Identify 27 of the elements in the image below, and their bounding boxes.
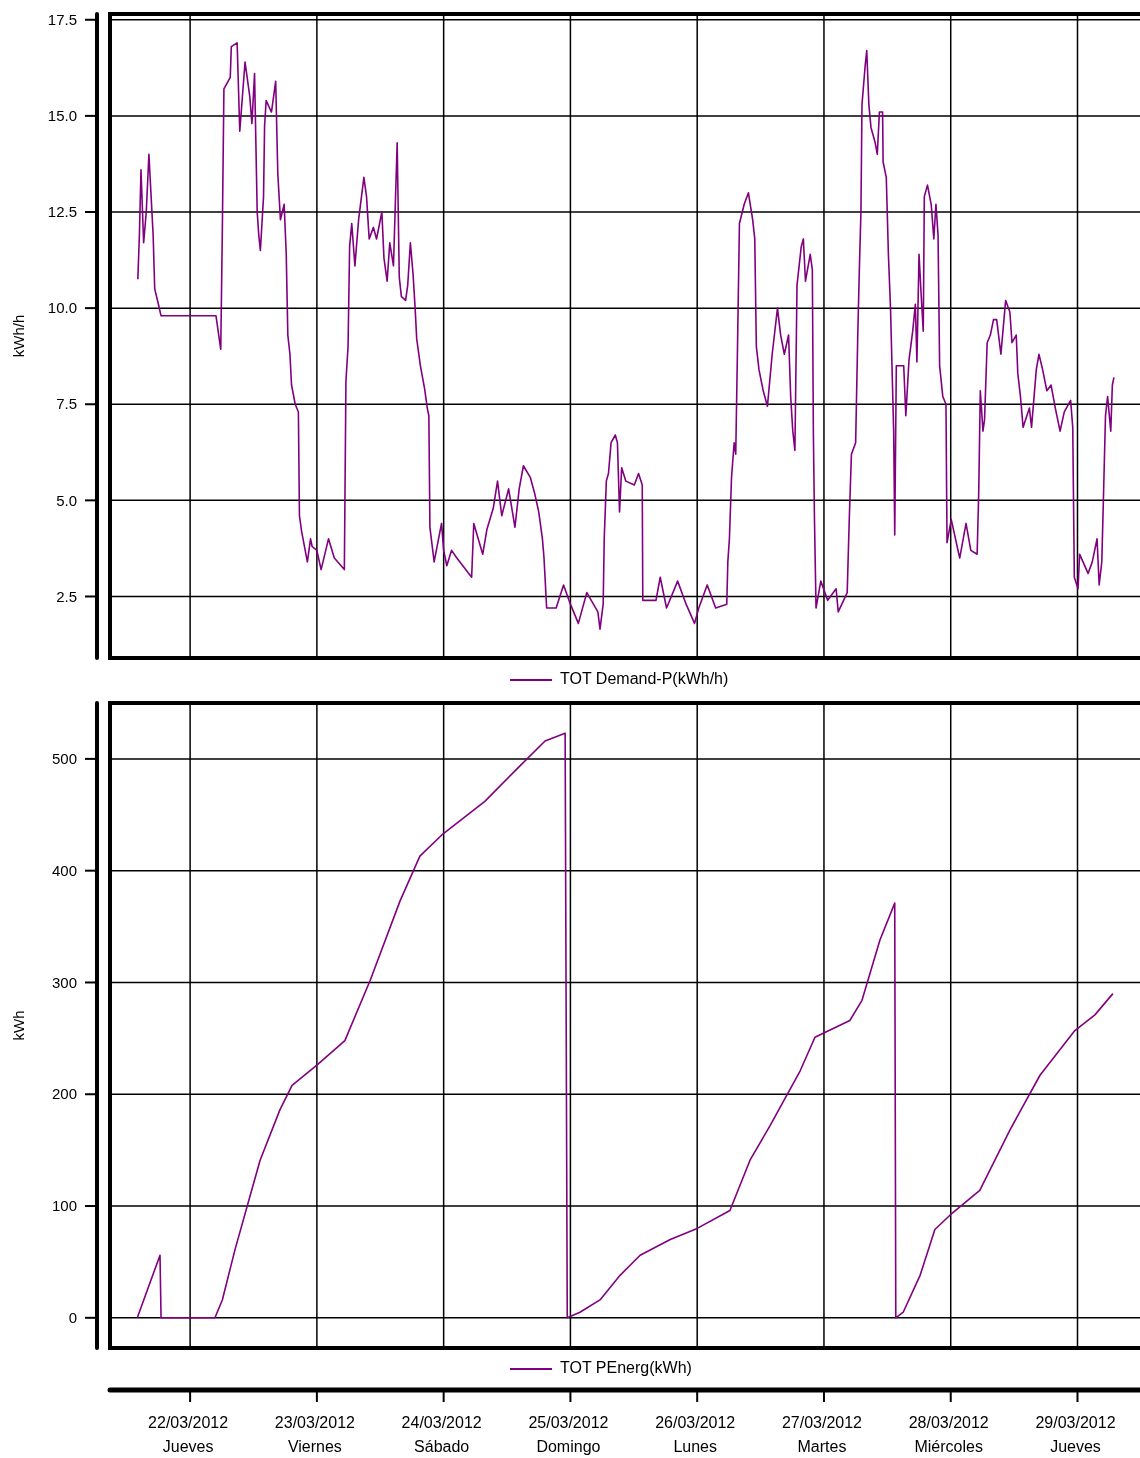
- y-tick-label: 7.5: [56, 395, 77, 413]
- x-tick-label: 25/03/2012 Domingo: [528, 1414, 609, 1455]
- y-tick-label: 10.0: [47, 299, 77, 317]
- x-tick-label: 26/03/2012 Lunes: [655, 1414, 736, 1455]
- x-tick-label: 22/03/2012 Jueves: [148, 1414, 229, 1455]
- x-tick-label: 23/03/2012 Viernes: [274, 1414, 356, 1455]
- y-tick-label: 2.5: [56, 587, 77, 605]
- y-tick-label: 5.0: [56, 491, 77, 509]
- legend-label: TOT PEnerg(kWh): [560, 1358, 692, 1376]
- y-tick-label: 17.5: [47, 11, 77, 29]
- y-tick-label: 200: [51, 1085, 77, 1103]
- y-axis-title: kWh/h: [10, 314, 27, 358]
- y-axis-title: kWh: [10, 1010, 27, 1041]
- line-series: [136, 732, 1114, 1319]
- x-tick-label: 24/03/2012 Sábado: [401, 1414, 482, 1455]
- y-tick-label: 12.5: [47, 203, 77, 221]
- y-tick-label: 100: [51, 1197, 77, 1215]
- legend-label: TOT Demand-P(kWh/h): [560, 669, 729, 687]
- y-tick-label: 15.0: [47, 107, 77, 125]
- y-tick-label: 0: [68, 1309, 77, 1327]
- y-tick-label: 400: [51, 861, 77, 879]
- x-tick-label: 29/03/2012 Jueves: [1035, 1414, 1116, 1455]
- line-series: [137, 42, 1115, 630]
- x-tick-label: 27/03/2012 Martes: [781, 1414, 863, 1455]
- y-tick-label: 500: [51, 750, 77, 768]
- x-tick-label: 28/03/2012 Miércoles: [908, 1414, 989, 1455]
- y-tick-label: 300: [51, 973, 77, 991]
